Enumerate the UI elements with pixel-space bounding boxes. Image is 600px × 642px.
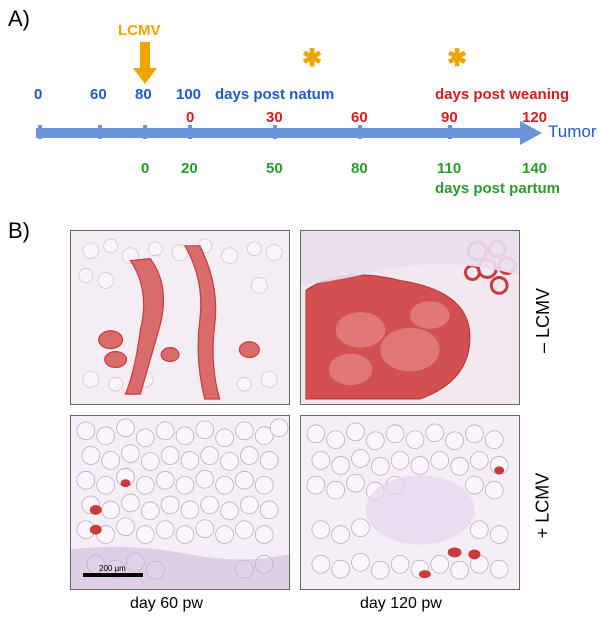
tick-red-0: 0 bbox=[186, 109, 194, 126]
tick-green-80: 80 bbox=[351, 160, 368, 177]
col-label-day60: day 60 pw bbox=[130, 595, 203, 613]
tick-red-120: 120 bbox=[522, 109, 547, 126]
tick-blue-100: 100 bbox=[176, 86, 201, 103]
tick-red-30: 30 bbox=[266, 109, 283, 126]
star-marker-1: ✱ bbox=[302, 44, 322, 73]
row-label-minus-lcmv: – LCMV bbox=[533, 288, 554, 353]
lcmv-label: LCMV bbox=[118, 22, 161, 39]
tick-green-50: 50 bbox=[266, 160, 283, 177]
tumor-label: Tumor bbox=[548, 122, 597, 142]
histology-grid: 200 µm bbox=[70, 230, 520, 590]
panel-a: A) LCMV ✱ ✱ Tumor 0 60 80 100 days post … bbox=[0, 0, 600, 210]
timeline-arrow-shaft bbox=[36, 128, 522, 138]
panel-b: B) bbox=[0, 230, 600, 642]
axis-label-blue: days post natum bbox=[215, 86, 334, 103]
tick-green-20: 20 bbox=[181, 160, 198, 177]
lcmv-arrow-icon bbox=[140, 42, 157, 84]
histology-plus-lcmv-day60: 200 µm bbox=[70, 415, 290, 590]
axis-label-red: days post weaning bbox=[435, 86, 569, 103]
tick-blue-60: 60 bbox=[90, 86, 107, 103]
histology-minus-lcmv-day120 bbox=[300, 230, 520, 405]
row-label-plus-lcmv: + LCMV bbox=[533, 473, 554, 539]
histology-plus-lcmv-day120 bbox=[300, 415, 520, 590]
tick-green-140: 140 bbox=[522, 160, 547, 177]
tick-blue-0: 0 bbox=[34, 86, 42, 103]
panel-a-letter: A) bbox=[8, 6, 30, 32]
panel-b-letter: B) bbox=[8, 218, 30, 244]
scale-bar bbox=[83, 573, 143, 577]
scale-bar-text: 200 µm bbox=[99, 564, 126, 573]
tick-blue-80: 80 bbox=[135, 86, 152, 103]
tick-green-110: 110 bbox=[437, 160, 461, 177]
axis-label-green: days post partum bbox=[435, 180, 560, 197]
histology-minus-lcmv-day60 bbox=[70, 230, 290, 405]
tick-red-60: 60 bbox=[351, 109, 368, 126]
col-label-day120: day 120 pw bbox=[360, 595, 442, 613]
star-marker-2: ✱ bbox=[447, 44, 467, 73]
tick-red-90: 90 bbox=[441, 109, 458, 126]
tick-green-0: 0 bbox=[141, 160, 149, 177]
